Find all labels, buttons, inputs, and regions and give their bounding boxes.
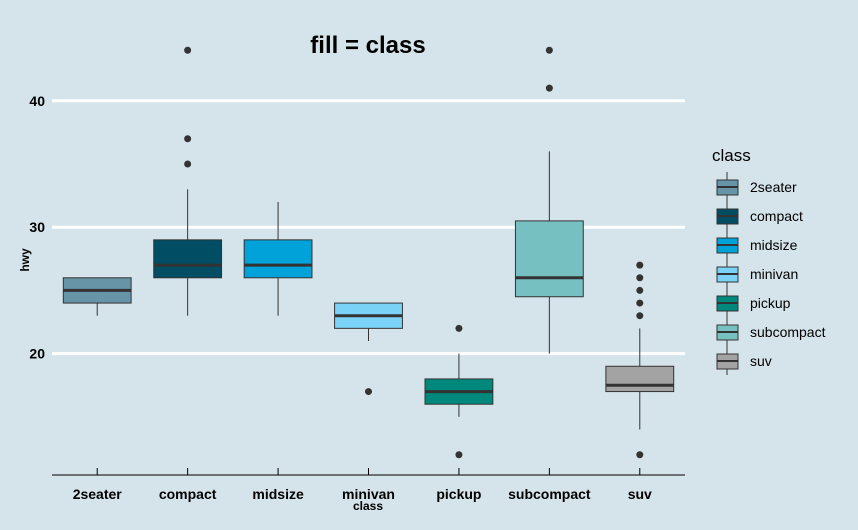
box-rect-midsize bbox=[243, 239, 313, 279]
x-tick-label-pickup: pickup bbox=[436, 486, 481, 502]
outlier-suv-24 bbox=[636, 299, 644, 307]
outlier-compact-35 bbox=[184, 160, 192, 168]
outlier-suv-26 bbox=[636, 274, 644, 282]
x-tick-label-subcompact: subcompact bbox=[508, 486, 591, 502]
legend: class 2seater compact midsize minivan pickup… bbox=[712, 146, 826, 375]
outlier-pickup-22 bbox=[455, 324, 463, 332]
outlier-subcompact-44 bbox=[545, 46, 553, 54]
y-axis-title: hwy bbox=[18, 248, 32, 272]
outlier-suv-25 bbox=[636, 286, 644, 294]
legend-items: 2seater compact midsize minivan pickup subcom… bbox=[716, 172, 826, 375]
legend-label-pickup: pickup bbox=[750, 295, 791, 311]
box-suv bbox=[605, 261, 675, 459]
x-tick-label-suv: suv bbox=[628, 486, 652, 502]
y-tick-label-20: 20 bbox=[29, 346, 45, 362]
legend-label-suv: suv bbox=[750, 353, 772, 369]
legend-label-compact: compact bbox=[750, 208, 803, 224]
legend-title: class bbox=[712, 146, 751, 165]
legend-item-subcompact: subcompact bbox=[716, 317, 826, 346]
box-rect-compact bbox=[153, 239, 223, 279]
x-tick-label-minivan: minivan bbox=[342, 486, 395, 502]
x-tick-label-compact: compact bbox=[159, 486, 217, 502]
outlier-pickup-12 bbox=[455, 451, 463, 459]
x-tick-label-midsize: midsize bbox=[252, 486, 304, 502]
legend-item-midsize: midsize bbox=[716, 230, 798, 259]
boxes bbox=[62, 46, 675, 459]
outlier-suv-27 bbox=[636, 261, 644, 269]
box-compact bbox=[153, 46, 223, 316]
box-pickup bbox=[424, 324, 494, 459]
box-rect-suv bbox=[605, 365, 675, 393]
legend-label-minivan: minivan bbox=[750, 266, 798, 282]
legend-item-minivan: minivan bbox=[716, 259, 798, 288]
outlier-suv-23 bbox=[636, 312, 644, 320]
box-rect-subcompact bbox=[514, 220, 584, 298]
box-subcompact bbox=[514, 46, 584, 354]
outlier-compact-44 bbox=[184, 46, 192, 54]
legend-label-subcompact: subcompact bbox=[750, 324, 826, 340]
chart-title: fill = class bbox=[310, 32, 425, 59]
x-axis-title: class bbox=[353, 499, 383, 513]
box-2seater bbox=[62, 277, 132, 316]
legend-item-suv: suv bbox=[716, 346, 772, 375]
box-minivan bbox=[334, 302, 403, 396]
box-midsize bbox=[243, 201, 313, 316]
x-tick-labels: 2seater compact midsize minivan pickup subcom… bbox=[73, 468, 652, 502]
y-tick-labels: 20 30 40 bbox=[29, 93, 45, 362]
legend-item-2seater: 2seater bbox=[716, 172, 797, 201]
outlier-suv-12 bbox=[636, 451, 644, 459]
y-tick-label-30: 30 bbox=[29, 219, 45, 235]
legend-label-midsize: midsize bbox=[750, 237, 798, 253]
outlier-compact-37 bbox=[184, 135, 192, 143]
y-tick-label-40: 40 bbox=[29, 93, 45, 109]
x-tick-label-2seater: 2seater bbox=[73, 486, 123, 502]
outlier-minivan-17 bbox=[365, 388, 372, 396]
outlier-subcompact-41 bbox=[545, 84, 553, 92]
legend-label-2seater: 2seater bbox=[750, 179, 797, 195]
legend-item-compact: compact bbox=[716, 201, 803, 230]
legend-item-pickup: pickup bbox=[716, 288, 791, 317]
